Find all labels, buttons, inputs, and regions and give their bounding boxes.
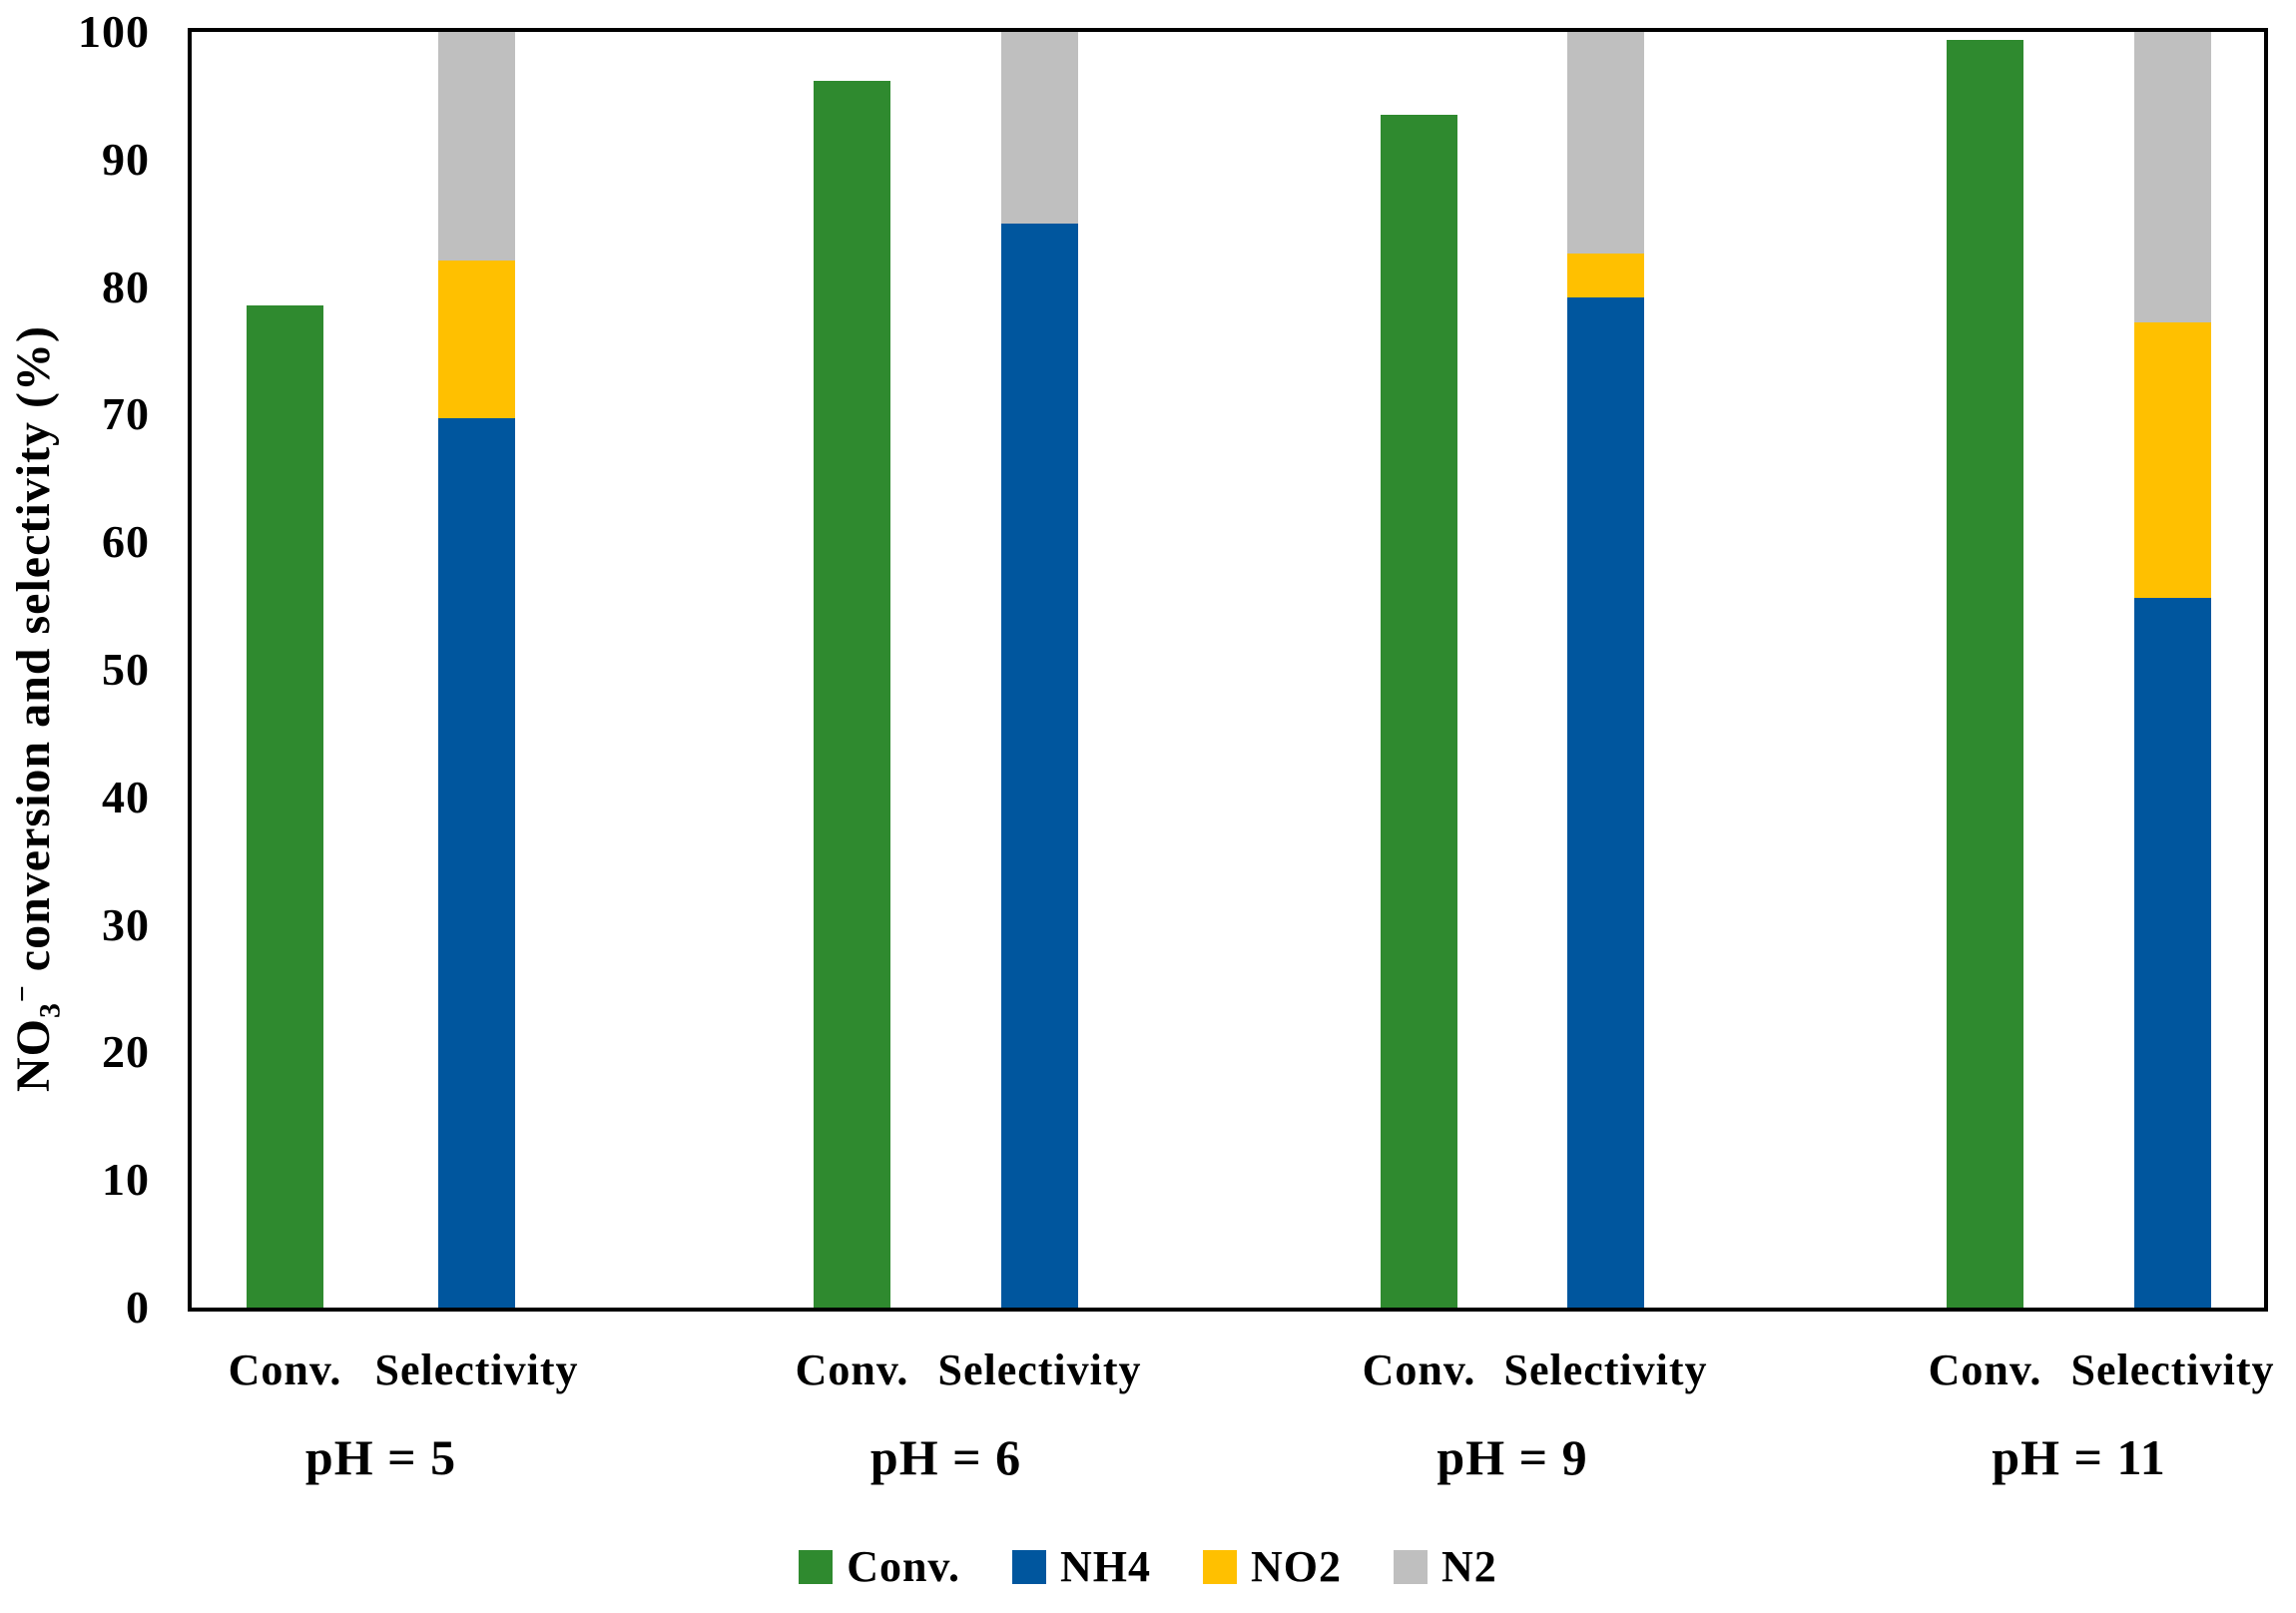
legend: Conv. NH4 NO2 N2 bbox=[0, 1545, 2296, 1589]
bar-selectivity-n2-group4 bbox=[2134, 32, 2211, 323]
y-tick-label-10: 10 bbox=[102, 1154, 150, 1206]
x-group-label-3: pH = 9 bbox=[1436, 1429, 1588, 1485]
bar-conv-group2 bbox=[814, 80, 890, 1308]
bar-selectivity-no2-group3 bbox=[1567, 254, 1644, 297]
bar-selectivity-n2-group3 bbox=[1567, 32, 1644, 255]
legend-item-no2: NO2 bbox=[1203, 1545, 1342, 1589]
y-tick-label-70: 70 bbox=[102, 388, 150, 440]
legend-item-n2: N2 bbox=[1394, 1545, 1497, 1589]
legend-swatch-icon bbox=[1012, 1550, 1047, 1584]
x-sublabel-conv-group1: Conv. bbox=[228, 1345, 342, 1394]
y-tick-label-50: 50 bbox=[102, 644, 150, 695]
bar-conv-group3 bbox=[1381, 115, 1457, 1308]
legend-swatch-icon bbox=[1394, 1550, 1429, 1584]
legend-item-conv: Conv. bbox=[799, 1545, 960, 1589]
y-tick-label-60: 60 bbox=[102, 516, 150, 568]
y-tick-label-90: 90 bbox=[102, 133, 150, 185]
bar-selectivity-no2-group4 bbox=[2134, 322, 2211, 599]
legend-label: NO2 bbox=[1251, 1542, 1343, 1591]
y-axis-title-superscript: − bbox=[6, 984, 39, 1003]
bar-selectivity-n2-group2 bbox=[1001, 32, 1078, 224]
y-tick-label-100: 100 bbox=[78, 6, 150, 57]
legend-item-nh4: NH4 bbox=[1012, 1545, 1151, 1589]
legend-label: NH4 bbox=[1060, 1542, 1152, 1591]
x-sublabel-conv-group2: Conv. bbox=[795, 1345, 909, 1394]
x-group-label-4: pH = 11 bbox=[1992, 1429, 2166, 1485]
legend-swatch-icon bbox=[799, 1550, 834, 1584]
y-tick-label-0: 0 bbox=[126, 1282, 150, 1333]
bar-selectivity-nh4-group2 bbox=[1001, 223, 1078, 1308]
x-sublabel-selectivity-group4: Selectivity bbox=[2070, 1345, 2275, 1394]
bar-selectivity-no2-group1 bbox=[438, 260, 515, 419]
bar-conv-group1 bbox=[247, 304, 323, 1308]
bar-selectivity-n2-group1 bbox=[438, 32, 515, 261]
bar-selectivity-nh4-group4 bbox=[2134, 598, 2211, 1308]
bar-selectivity-nh4-group3 bbox=[1567, 296, 1644, 1308]
legend-swatch-icon bbox=[1203, 1550, 1238, 1584]
y-tick-label-40: 40 bbox=[102, 771, 150, 822]
y-tick-label-30: 30 bbox=[102, 898, 150, 950]
x-sublabel-selectivity-group1: Selectivity bbox=[374, 1345, 579, 1394]
x-group-label-1: pH = 5 bbox=[304, 1429, 457, 1485]
bar-conv-group4 bbox=[1947, 39, 2023, 1308]
x-sublabel-selectivity-group2: Selectivity bbox=[937, 1345, 1142, 1394]
x-group-label-2: pH = 6 bbox=[869, 1429, 1022, 1485]
y-axis-title-subscript: 3 bbox=[33, 1002, 67, 1019]
x-sublabel-selectivity-group3: Selectivity bbox=[1503, 1345, 1708, 1394]
bar-selectivity-nh4-group1 bbox=[438, 418, 515, 1308]
x-sublabel-conv-group4: Conv. bbox=[1928, 1345, 2042, 1394]
legend-label: N2 bbox=[1441, 1542, 1497, 1591]
plot-area bbox=[188, 28, 2268, 1312]
x-sublabel-conv-group3: Conv. bbox=[1362, 1345, 1476, 1394]
y-tick-label-20: 20 bbox=[102, 1026, 150, 1078]
y-tick-label-80: 80 bbox=[102, 261, 150, 312]
legend-label: Conv. bbox=[847, 1542, 961, 1591]
